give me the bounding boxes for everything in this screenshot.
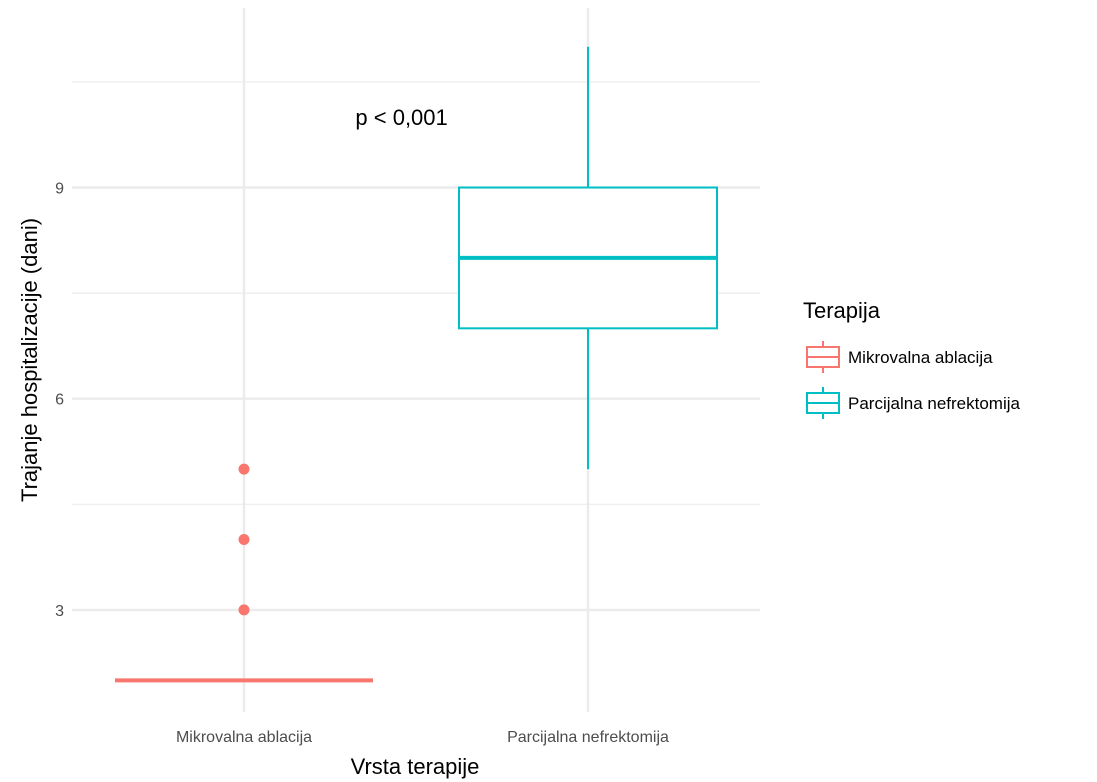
p-value-annotation: p < 0,001	[355, 105, 447, 130]
x-tick-label: Mikrovalna ablacija	[176, 729, 312, 746]
legend-entry: Parcijalna nefrektomija	[807, 387, 1021, 419]
legend: Terapija Mikrovalna ablacija Parcijalna n…	[803, 298, 1021, 419]
legend-label: Parcijalna nefrektomija	[848, 394, 1021, 413]
y-tick-labels: 3 6 9	[55, 181, 64, 620]
x-tick-labels: Mikrovalna ablacija Parcijalna nefrektomi…	[176, 729, 669, 746]
chart-marks	[115, 47, 717, 681]
legend-title: Terapija	[803, 298, 881, 323]
y-tick-label: 6	[55, 392, 64, 409]
legend-entry: Mikrovalna ablacija	[807, 341, 993, 373]
y-tick-label: 3	[55, 603, 64, 620]
y-tick-label: 9	[55, 181, 64, 198]
outlier-point	[239, 464, 250, 475]
outlier-point	[239, 534, 250, 545]
x-tick-label: Parcijalna nefrektomija	[507, 729, 669, 746]
x-axis-title: Vrsta terapije	[351, 754, 480, 779]
box-group	[459, 47, 717, 469]
y-axis-title: Trajanje hospitalizacije (dani)	[17, 218, 42, 502]
outlier-point	[239, 604, 250, 615]
legend-label: Mikrovalna ablacija	[848, 348, 993, 367]
